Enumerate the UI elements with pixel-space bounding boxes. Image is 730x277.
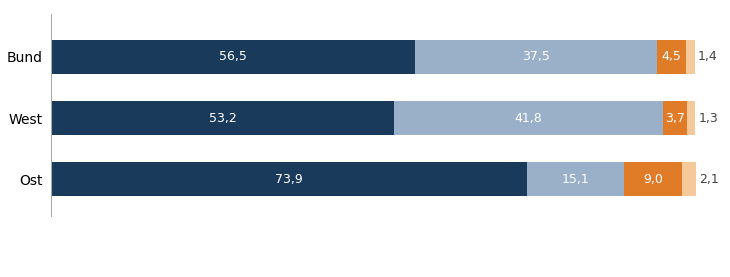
Bar	[624, 162, 683, 196]
Bar	[687, 101, 695, 135]
Text: 53,2: 53,2	[209, 112, 237, 125]
Text: 1,4: 1,4	[698, 50, 718, 63]
Text: 56,5: 56,5	[219, 50, 247, 63]
Bar	[51, 40, 415, 74]
Text: 9,0: 9,0	[643, 173, 664, 186]
Bar	[415, 40, 656, 74]
Bar	[51, 162, 527, 196]
Bar	[656, 40, 685, 74]
Bar	[685, 40, 694, 74]
Text: 1,3: 1,3	[699, 112, 718, 125]
Text: 15,1: 15,1	[562, 173, 590, 186]
Text: 4,5: 4,5	[661, 50, 681, 63]
Text: 37,5: 37,5	[522, 50, 550, 63]
Bar	[393, 101, 663, 135]
Bar	[51, 101, 393, 135]
Text: 3,7: 3,7	[665, 112, 685, 125]
Text: 41,8: 41,8	[515, 112, 542, 125]
Bar	[663, 101, 687, 135]
Text: 2,1: 2,1	[699, 173, 719, 186]
Bar	[683, 162, 696, 196]
Bar	[527, 162, 624, 196]
Text: 73,9: 73,9	[275, 173, 303, 186]
